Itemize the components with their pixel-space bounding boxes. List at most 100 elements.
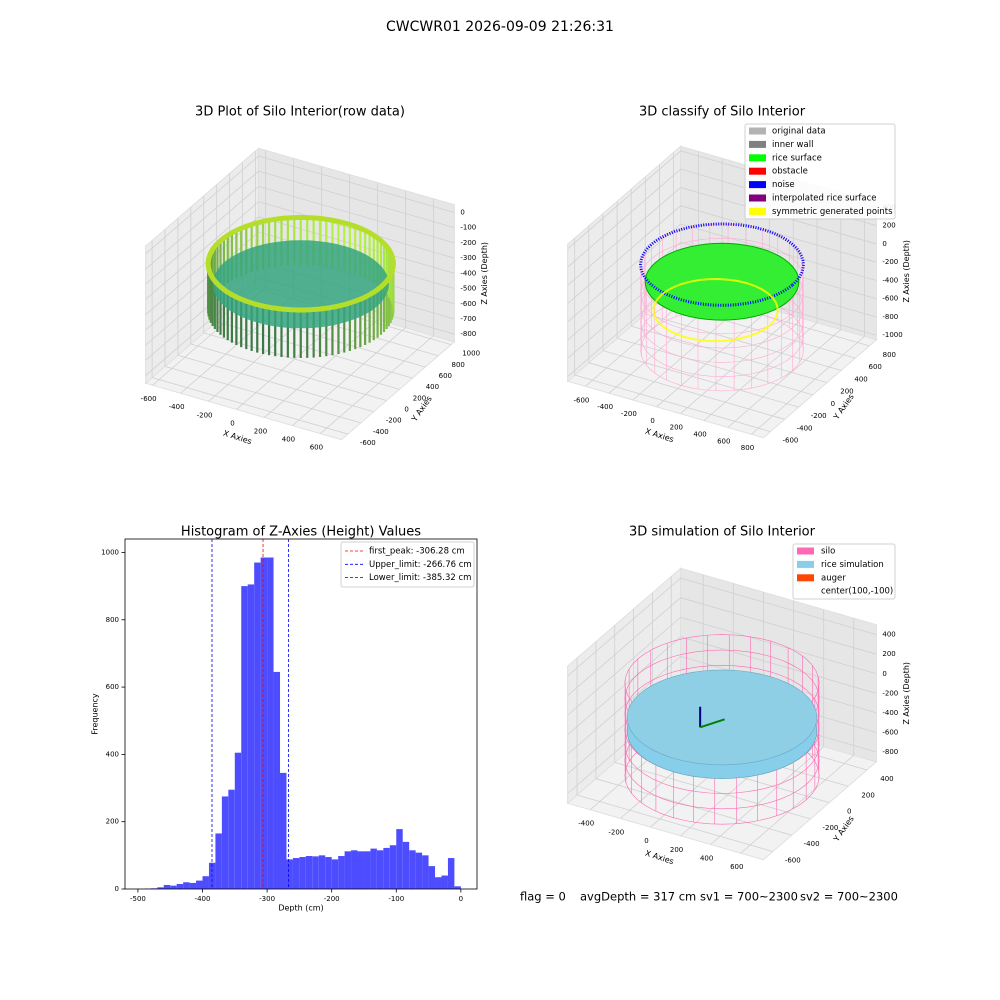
bar xyxy=(234,752,242,889)
bar xyxy=(422,855,429,889)
y-tick-label: 800 xyxy=(106,616,119,624)
figure-title: CWCWR01 2026-09-09 21:26:31 xyxy=(386,19,614,35)
legend-swatch xyxy=(797,560,814,568)
x-tick-label: 0 xyxy=(644,837,648,845)
bar xyxy=(273,671,281,889)
grid-line xyxy=(751,336,865,435)
grid-line xyxy=(236,311,350,410)
x-tick-label: 400 xyxy=(693,431,706,439)
bar xyxy=(163,884,171,889)
z-tick-label: 200 xyxy=(882,650,895,658)
y-tick-label: 400 xyxy=(426,383,439,391)
bar xyxy=(267,557,274,889)
bar xyxy=(183,882,190,889)
bar xyxy=(305,856,313,889)
x-tick-label: 400 xyxy=(282,436,295,444)
point-top xyxy=(205,214,396,313)
grid-line xyxy=(680,223,877,281)
y-tick-label: 200 xyxy=(106,818,119,826)
legend-swatch xyxy=(749,207,766,215)
x-tick-label: -200 xyxy=(608,828,624,836)
y-tick-label: -400 xyxy=(797,424,813,432)
legend-label: first_peak: -306.28 cm xyxy=(369,547,465,557)
x-tick-label: 0 xyxy=(459,895,463,903)
y-tick-label: -200 xyxy=(822,824,838,832)
z-axis-label: Z Axies (Depth) xyxy=(902,240,911,303)
z-tick-label: -600 xyxy=(460,300,476,308)
x-tick-label: 800 xyxy=(741,444,754,452)
bar xyxy=(299,857,306,889)
bar xyxy=(170,885,177,889)
bar xyxy=(318,855,326,889)
z-tick-label: -400 xyxy=(460,269,476,277)
x-tick-label: -200 xyxy=(621,410,637,418)
y-tick-label: 400 xyxy=(106,750,119,758)
grid-line xyxy=(567,150,681,250)
bar xyxy=(389,845,397,889)
x-tick-label: -200 xyxy=(324,895,340,903)
z-tick-label: -400 xyxy=(882,709,898,717)
bar xyxy=(409,850,416,889)
point-surface xyxy=(212,240,389,329)
bar xyxy=(215,833,222,889)
bar xyxy=(202,876,209,889)
grid-line xyxy=(680,577,877,636)
z-tick-label: -200 xyxy=(460,239,476,247)
grid-line xyxy=(258,186,455,244)
bar xyxy=(435,877,442,889)
legend-label: obstacle xyxy=(772,167,808,177)
y-tick-label: 600 xyxy=(439,372,452,380)
z-axis-label: Z Axies (Depth) xyxy=(480,242,489,305)
z-tick-label: -600 xyxy=(882,295,898,303)
grid-line xyxy=(602,350,799,408)
bar xyxy=(247,584,255,889)
bar xyxy=(331,859,339,889)
y-tick-label: 0 xyxy=(847,808,851,816)
bar xyxy=(157,887,164,889)
z-tick-label: -300 xyxy=(460,254,476,262)
legend-label: inner wall xyxy=(772,140,813,150)
z-tick-label: -800 xyxy=(460,330,476,338)
bar xyxy=(292,858,300,889)
bar xyxy=(325,857,332,889)
x-tick-label: -400 xyxy=(597,403,613,411)
z-tick-label: 400 xyxy=(882,631,895,639)
grid-line xyxy=(567,636,681,735)
y-tick-label: 1000 xyxy=(101,548,119,556)
grid-line xyxy=(567,187,681,286)
x-tick-label: -200 xyxy=(197,411,213,419)
legend-box xyxy=(792,543,896,600)
grid-line xyxy=(680,315,794,414)
legend-label: rice simulation xyxy=(821,560,884,570)
bar xyxy=(344,851,352,889)
legend-label: interpolated rice surface xyxy=(772,194,877,204)
grid-line xyxy=(680,205,877,263)
x-tick-label: -300 xyxy=(259,895,275,903)
grid-line xyxy=(567,616,681,716)
grid-line xyxy=(145,186,259,285)
bar xyxy=(312,856,319,889)
x-tick-label: 200 xyxy=(670,846,683,854)
rice-surface xyxy=(644,242,800,321)
x-tick-label: -100 xyxy=(388,895,404,903)
silo-ring xyxy=(640,280,804,363)
y-tick-label: -400 xyxy=(373,428,389,436)
x-tick-label: -400 xyxy=(169,403,185,411)
subplot-title: 3D Plot of Silo Interior(row data) xyxy=(195,105,405,120)
bar xyxy=(396,829,403,889)
x-tick-label: -400 xyxy=(578,820,594,828)
legend-swatch xyxy=(749,181,766,189)
legend-swatch xyxy=(749,194,766,202)
y-tick-label: 1000 xyxy=(462,350,480,358)
x-tick-label: 200 xyxy=(254,427,267,435)
grid-line xyxy=(567,223,681,323)
y-tick-label: 400 xyxy=(880,775,893,783)
grid-line xyxy=(680,636,877,694)
grid-line xyxy=(680,597,877,655)
legend-box xyxy=(340,541,475,588)
grid-line xyxy=(145,170,259,270)
grid-line xyxy=(292,327,406,426)
legend-swatch xyxy=(749,154,766,162)
legend-label: noise xyxy=(772,180,795,190)
